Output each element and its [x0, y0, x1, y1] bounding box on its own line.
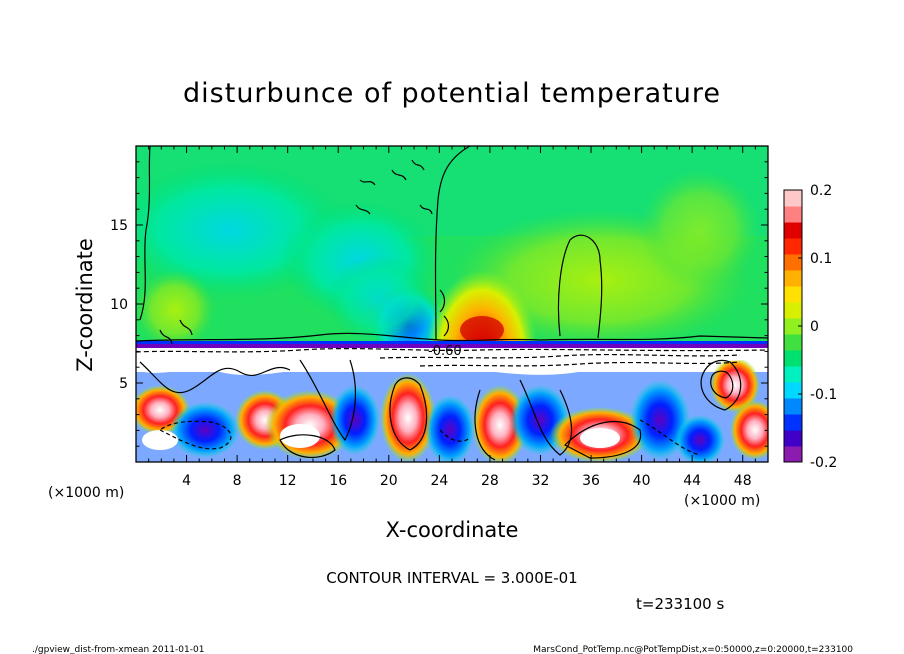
- colorbar: 0.2 0.1 0 -0.1 -0.2: [783, 183, 837, 471]
- x-tick-label: 28: [481, 473, 499, 489]
- footer-right: MarsCond_PotTemp.nc@PotTempDist,x=0:5000…: [533, 645, 853, 654]
- colorbar-swatch: [784, 446, 802, 463]
- colorbar-tick-label: 0.2: [810, 183, 832, 199]
- footer-left: ./gpview_dist-from-xmean 2011-01-01: [32, 645, 204, 654]
- colorbar-swatch: [784, 318, 802, 335]
- x-tick-label: 44: [683, 473, 701, 489]
- x-tick-label: 8: [233, 473, 242, 489]
- colorbar-tick-label: 0: [810, 319, 819, 335]
- contour-interval: CONTOUR INTERVAL = 3.000E-01: [326, 569, 577, 587]
- colorbar-swatch: [784, 270, 802, 287]
- chart-title: disturbunce of potential temperature: [183, 78, 721, 109]
- x-tick-label: 4: [182, 473, 191, 489]
- x-tick-label: 48: [734, 473, 752, 489]
- y-axis: 5 10 15: [110, 161, 768, 447]
- time-label: t=233100 s: [636, 595, 724, 613]
- x-tick-label: 20: [380, 473, 398, 489]
- colorbar-tick-label: -0.2: [810, 455, 837, 471]
- colorbar-swatch: [784, 414, 802, 431]
- colorbar-swatch: [784, 334, 802, 351]
- colorbar-tick-label: 0.1: [810, 251, 832, 267]
- x-tick-label: 32: [532, 473, 550, 489]
- colorbar-swatch: [784, 382, 802, 399]
- y-tick-label: 10: [110, 297, 128, 313]
- y-tick-label: 5: [119, 376, 128, 392]
- heatmap-field: -0.60: [136, 146, 768, 462]
- x-unit-right: (×1000 m): [684, 493, 760, 509]
- x-unit-left: (×1000 m): [48, 485, 124, 501]
- y-axis-label: Z-coordinate: [73, 238, 97, 372]
- colorbar-swatch: [784, 366, 802, 383]
- colorbar-swatch: [784, 350, 802, 367]
- x-tick-label: 12: [279, 473, 297, 489]
- colorbar-swatch: [784, 222, 802, 239]
- colorbar-swatch: [784, 398, 802, 415]
- colorbar-swatch: [784, 430, 802, 447]
- x-axis-label: X-coordinate: [386, 518, 519, 542]
- colorbar-swatch: [784, 254, 802, 271]
- contour-label: -0.60: [428, 344, 462, 359]
- colorbar-swatch: [784, 286, 802, 303]
- x-tick-label: 24: [430, 473, 448, 489]
- x-tick-label: 40: [633, 473, 651, 489]
- colorbar-swatch: [784, 302, 802, 319]
- x-tick-label: 16: [329, 473, 347, 489]
- colorbar-swatch: [784, 206, 802, 223]
- colorbar-swatch: [784, 190, 802, 207]
- x-axis: 4 8 12 16 20 24 28 32 36 40 44 48: [148, 146, 756, 489]
- colorbar-tick-label: -0.1: [810, 387, 837, 403]
- x-tick-label: 36: [582, 473, 600, 489]
- colorbar-swatch: [784, 238, 802, 255]
- y-tick-label: 15: [110, 218, 128, 234]
